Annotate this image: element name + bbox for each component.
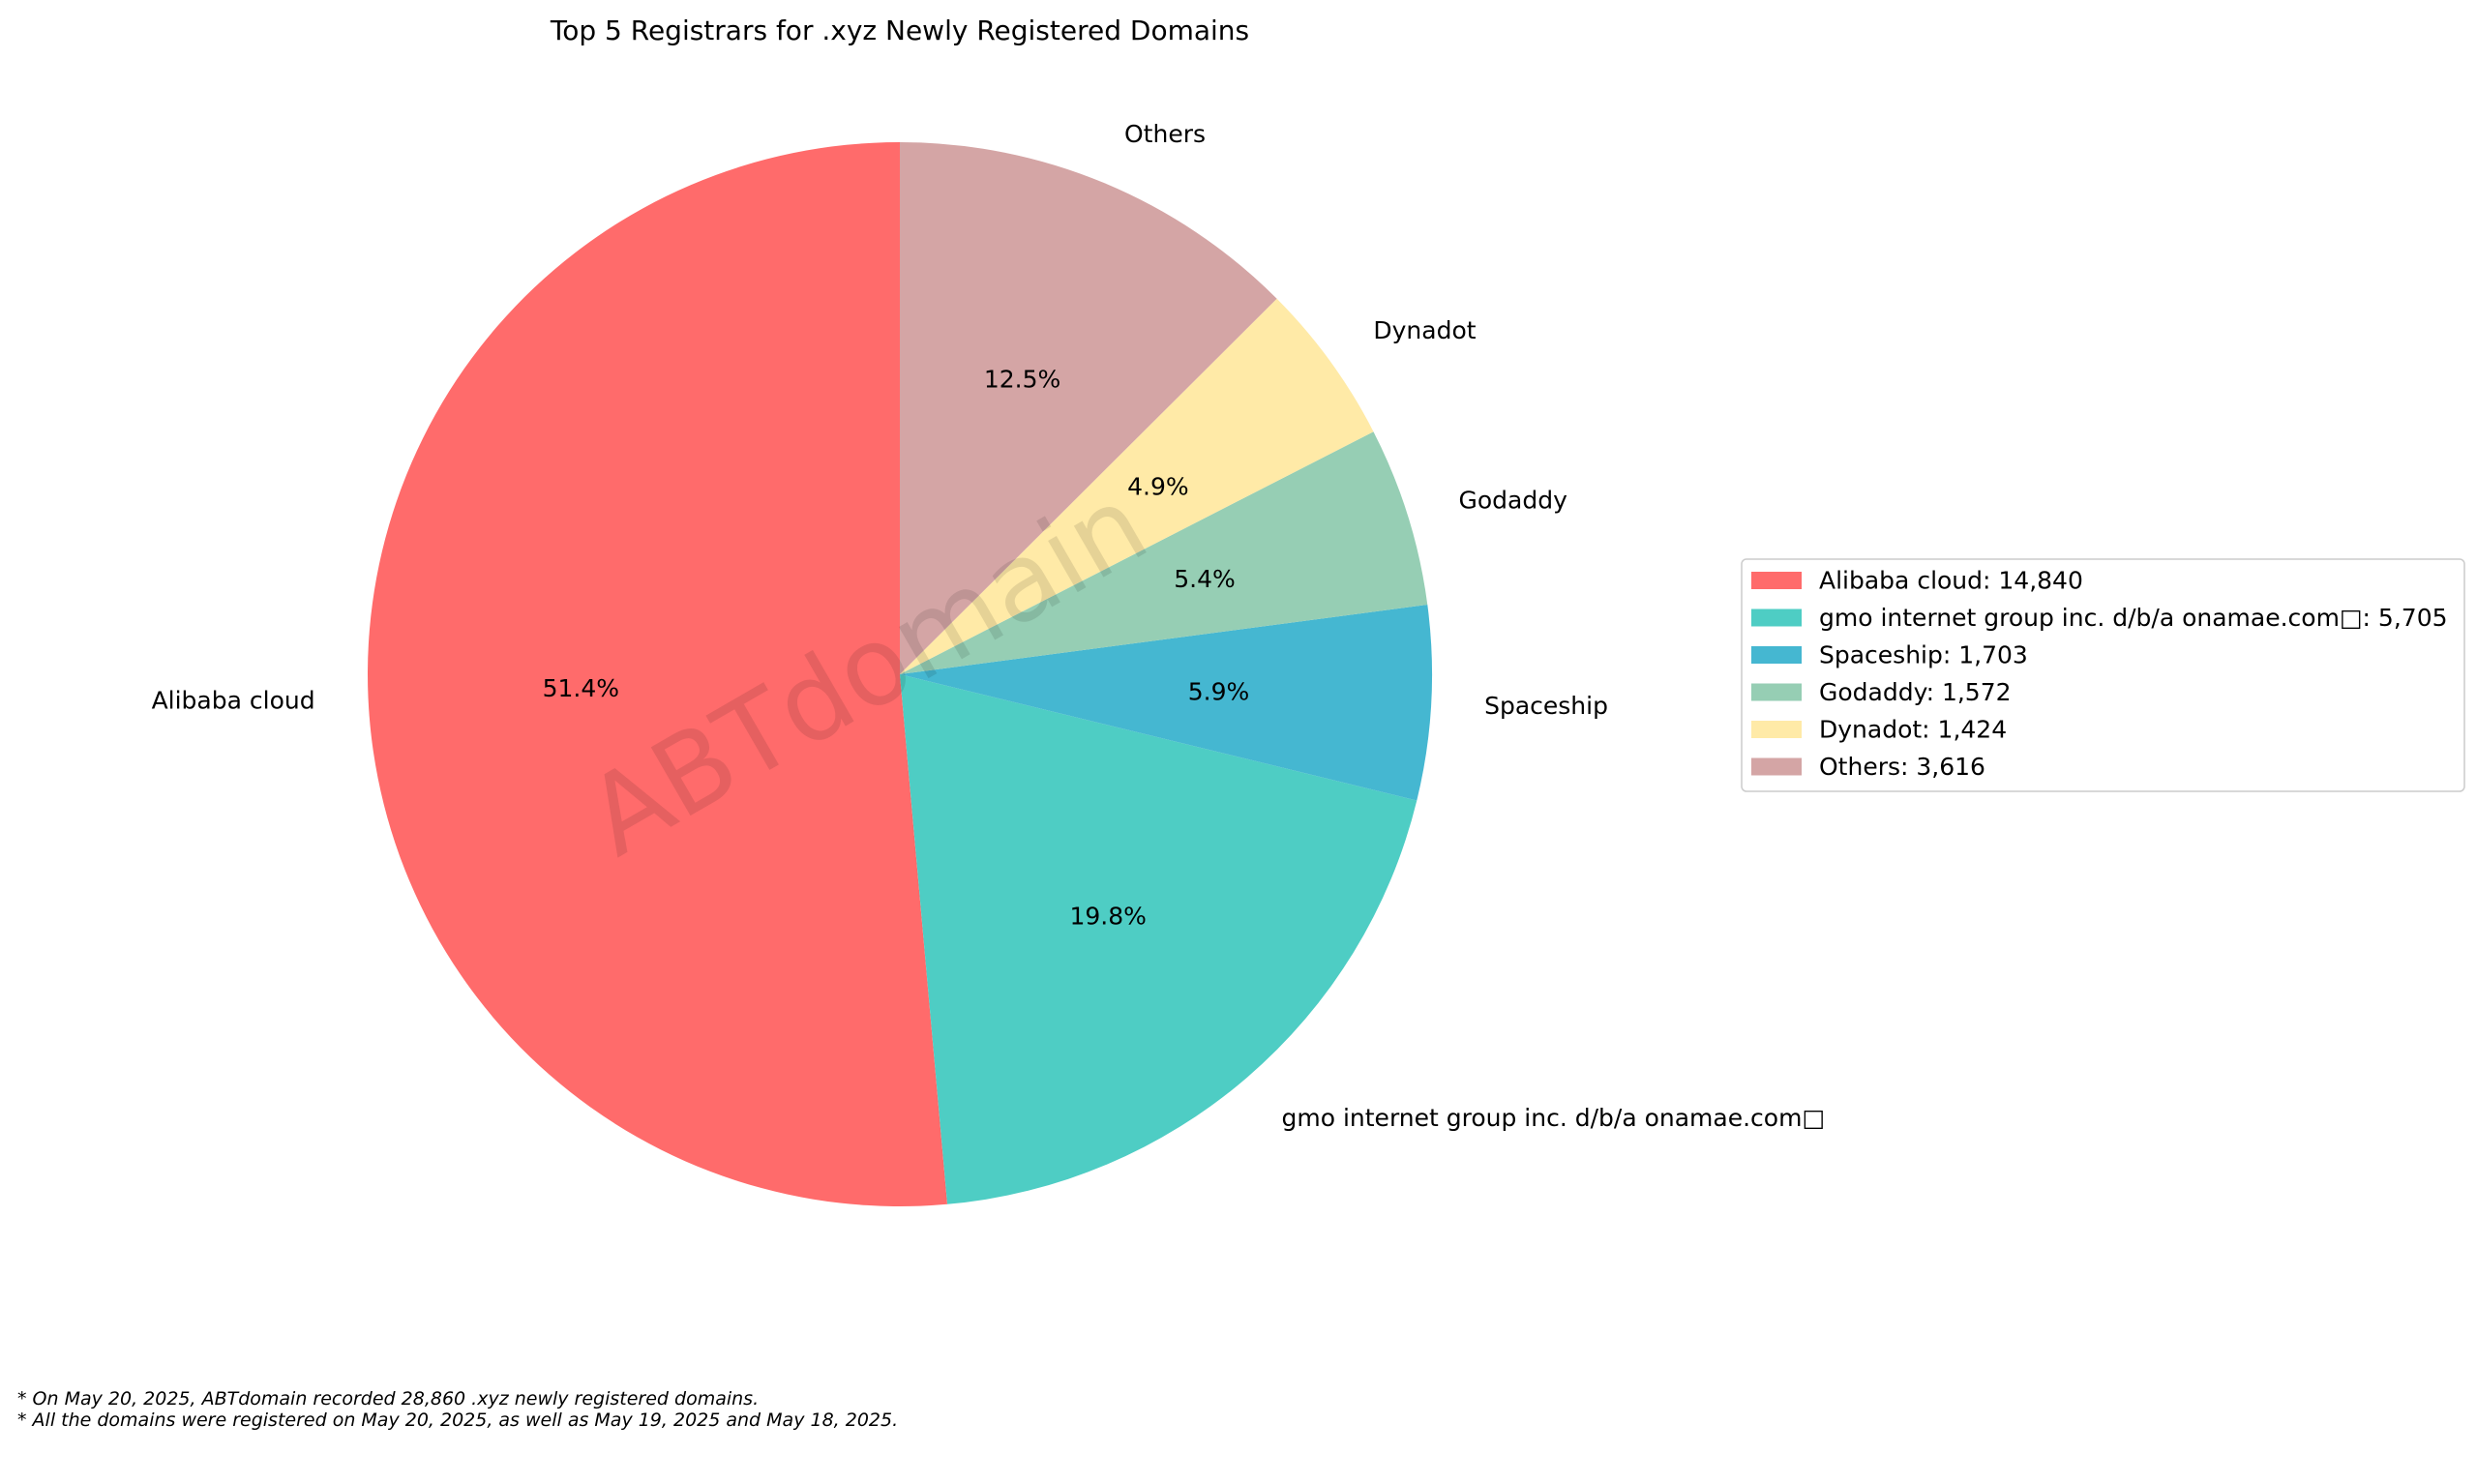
footnotes: * On May 20, 2025, ABTdomain recorded 28…	[17, 1388, 898, 1431]
legend-entry: Spaceship: 1,703	[1819, 641, 2028, 669]
slice-label: Alibaba cloud	[152, 687, 315, 715]
legend: Alibaba cloud: 14,840 gmo internet group …	[1741, 558, 2465, 792]
chart-title: Top 5 Registrars for .xyz Newly Register…	[550, 15, 1249, 46]
legend-frame	[1741, 558, 2465, 792]
slice-label: Spaceship	[1484, 692, 1608, 720]
legend-entry: gmo internet group inc. d/b/a onamae.com…	[1819, 604, 2448, 632]
percent-label: 12.5%	[984, 366, 1060, 394]
legend-items: Alibaba cloud: 14,840 gmo internet group …	[1751, 567, 2448, 781]
slice-label: Godaddy	[1459, 486, 1568, 514]
slice-label: Others	[1124, 120, 1206, 148]
percent-label: 19.8%	[1069, 903, 1146, 931]
pie-slice	[900, 674, 1418, 1204]
legend-swatch	[1751, 721, 1802, 738]
legend-swatch	[1751, 646, 1802, 664]
pie-slice	[900, 605, 1433, 801]
percent-labels: 51.4% 19.8% 5.9% 5.4% 4.9% 12.5%	[543, 366, 1250, 931]
footnote-1: * On May 20, 2025, ABTdomain recorded 28…	[17, 1388, 759, 1410]
pie-slice	[367, 142, 948, 1206]
legend-entry: Dynadot: 1,424	[1819, 716, 2007, 744]
percent-label: 51.4%	[543, 674, 619, 702]
legend-swatch	[1751, 608, 1802, 627]
legend-entry: Godaddy: 1,572	[1819, 678, 2012, 706]
slice-label: Dynadot	[1373, 316, 1476, 344]
slice-label: gmo internet group inc. d/b/a onamae.com…	[1282, 1104, 1826, 1132]
legend-swatch	[1751, 683, 1802, 701]
footnote-2: * All the domains were registered on May…	[17, 1410, 898, 1431]
percent-label: 4.9%	[1127, 473, 1189, 501]
pie-slice	[900, 298, 1374, 674]
percent-label: 5.4%	[1174, 565, 1236, 593]
legend-entry: Others: 3,616	[1819, 753, 1985, 781]
legend-swatch	[1751, 572, 1802, 589]
legend-entry: Alibaba cloud: 14,840	[1819, 567, 2083, 595]
percent-label: 5.9%	[1188, 677, 1250, 705]
pie-slices	[367, 142, 1433, 1206]
pie-slice	[900, 142, 1277, 674]
slice-labels: Alibaba cloud gmo internet group inc. d/b…	[152, 120, 1825, 1132]
pie-slice	[900, 431, 1428, 674]
legend-swatch	[1751, 757, 1802, 776]
